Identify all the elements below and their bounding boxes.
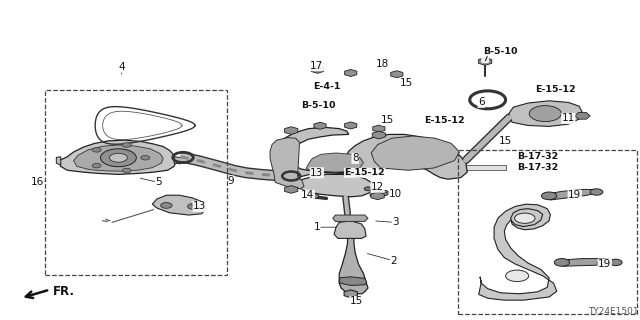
Polygon shape [371,136,460,170]
Circle shape [529,106,561,122]
Text: TY24E1501: TY24E1501 [588,307,639,316]
Polygon shape [174,157,180,164]
Text: E-15-12: E-15-12 [424,116,465,125]
Polygon shape [372,125,385,132]
Text: E-15-12: E-15-12 [344,168,385,177]
Polygon shape [479,58,492,65]
Polygon shape [59,140,176,174]
Polygon shape [462,165,506,170]
Text: 2: 2 [390,256,397,266]
Circle shape [308,194,319,199]
Circle shape [92,148,101,152]
Circle shape [141,156,150,160]
Text: 7: 7 [482,52,488,63]
Polygon shape [390,71,403,78]
Polygon shape [372,131,385,139]
Text: FR.: FR. [52,285,74,298]
Polygon shape [563,259,616,266]
Polygon shape [549,189,596,200]
Text: 14: 14 [301,190,314,200]
Polygon shape [509,101,582,126]
Circle shape [590,189,603,195]
Text: 15: 15 [400,78,413,88]
Polygon shape [344,69,357,76]
Polygon shape [344,122,357,129]
Text: B-17-32: B-17-32 [517,152,558,161]
Text: 15: 15 [499,136,512,147]
Text: 5: 5 [156,177,162,188]
Text: 3: 3 [392,217,399,228]
Circle shape [379,190,389,196]
Circle shape [109,153,127,162]
Text: 15: 15 [350,296,363,307]
Text: 11: 11 [562,113,575,124]
Text: 12: 12 [371,182,384,192]
Polygon shape [285,127,298,134]
Polygon shape [270,138,304,189]
Polygon shape [344,290,357,298]
Circle shape [188,204,199,209]
Text: 6: 6 [478,97,484,108]
Polygon shape [575,113,590,119]
Circle shape [122,168,131,173]
Text: 13: 13 [193,201,206,212]
Text: 13: 13 [310,168,323,178]
Circle shape [122,143,131,147]
Bar [458,150,637,314]
Polygon shape [74,145,163,171]
Text: B-17-32: B-17-32 [517,164,558,172]
Text: B-5-10: B-5-10 [301,101,336,110]
Text: 8: 8 [352,153,358,164]
Text: 18: 18 [376,59,389,69]
Polygon shape [152,195,206,215]
Circle shape [554,259,570,266]
Polygon shape [371,192,384,200]
Text: 19: 19 [568,190,581,200]
Text: 19: 19 [598,259,611,269]
Circle shape [506,270,529,282]
Circle shape [100,149,136,167]
Polygon shape [306,153,364,172]
Polygon shape [314,122,326,129]
Polygon shape [339,230,368,294]
Polygon shape [333,215,368,221]
Polygon shape [56,157,61,165]
Circle shape [541,192,557,200]
Text: 10: 10 [389,188,402,199]
Text: 4: 4 [118,62,125,72]
Polygon shape [296,174,372,197]
Text: 9: 9 [227,176,234,186]
Text: E-15-12: E-15-12 [535,85,576,94]
Text: 15: 15 [381,115,394,125]
Text: 16: 16 [31,177,44,188]
Text: 17: 17 [310,60,323,71]
Circle shape [515,213,535,223]
Polygon shape [275,127,467,179]
Circle shape [161,203,172,208]
Polygon shape [479,204,557,300]
Bar [45,90,227,275]
Circle shape [609,259,622,266]
Circle shape [364,187,372,191]
Polygon shape [339,277,367,285]
Text: 1: 1 [314,222,320,232]
Text: E-4-1: E-4-1 [313,82,340,91]
Polygon shape [334,221,366,238]
Circle shape [92,164,101,168]
Polygon shape [285,186,298,193]
Text: B-5-10: B-5-10 [483,47,518,56]
Polygon shape [311,66,324,73]
